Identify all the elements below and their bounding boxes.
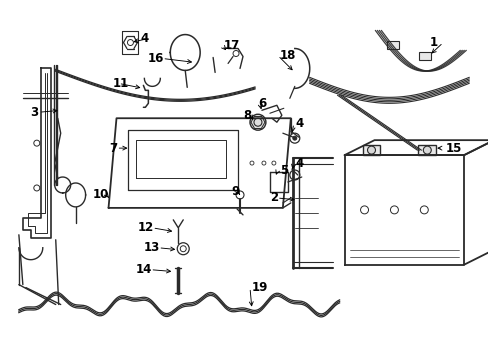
Circle shape bbox=[292, 136, 296, 140]
Text: 13: 13 bbox=[144, 241, 160, 254]
Text: 12: 12 bbox=[138, 221, 154, 234]
Circle shape bbox=[423, 146, 430, 154]
Circle shape bbox=[249, 114, 265, 130]
Text: 16: 16 bbox=[148, 52, 164, 65]
Text: 4: 4 bbox=[140, 32, 148, 45]
Text: 2: 2 bbox=[269, 192, 277, 204]
Text: 1: 1 bbox=[428, 36, 436, 49]
Text: 15: 15 bbox=[444, 141, 461, 155]
Text: 4: 4 bbox=[295, 157, 304, 170]
Text: 3: 3 bbox=[31, 106, 39, 119]
Bar bbox=[419, 53, 430, 60]
Text: 4: 4 bbox=[295, 117, 304, 130]
Text: 14: 14 bbox=[136, 263, 152, 276]
Text: 18: 18 bbox=[279, 49, 296, 62]
Text: 9: 9 bbox=[231, 185, 240, 198]
Text: 5: 5 bbox=[279, 163, 287, 176]
Text: 6: 6 bbox=[258, 97, 265, 110]
Bar bbox=[386, 41, 399, 49]
Text: 8: 8 bbox=[243, 109, 251, 122]
Bar bbox=[417, 145, 435, 155]
Text: 10: 10 bbox=[92, 188, 108, 202]
Text: 19: 19 bbox=[251, 281, 268, 294]
Circle shape bbox=[367, 146, 375, 154]
Text: 17: 17 bbox=[224, 39, 240, 52]
Text: 7: 7 bbox=[109, 141, 117, 155]
Text: 11: 11 bbox=[112, 77, 128, 90]
Bar bbox=[362, 145, 380, 155]
